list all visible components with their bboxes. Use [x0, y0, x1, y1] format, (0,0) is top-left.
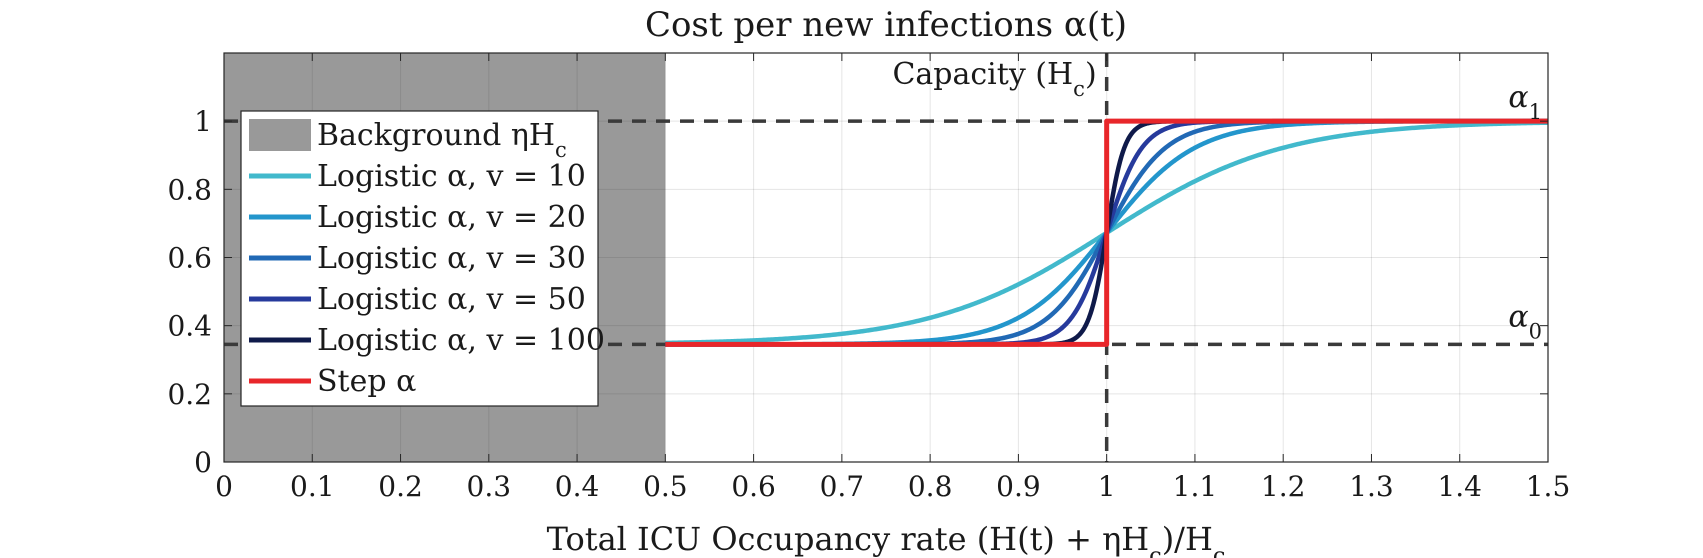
x-axis-label: Total ICU Occupancy rate (H(t) + ηHc)/Hc	[547, 520, 1226, 558]
x-tick-label: 1.2	[1261, 470, 1306, 503]
legend-label: Logistic α, v = 100	[317, 323, 605, 358]
legend-swatch-background	[249, 119, 311, 151]
x-tick-label: 1	[1098, 470, 1116, 503]
y-tick-label: 1	[194, 105, 212, 138]
legend-label: Logistic α, v = 20	[317, 200, 586, 235]
x-tick-label: 0.4	[555, 470, 600, 503]
x-tick-label: 1.3	[1349, 470, 1394, 503]
alpha1-label: α1	[1508, 80, 1542, 124]
x-tick-label: 0.7	[820, 470, 865, 503]
y-tick-label: 0	[194, 446, 212, 479]
x-tick-label: 0.3	[467, 470, 512, 503]
x-tick-label: 1.1	[1173, 470, 1218, 503]
x-tick-label: 1.4	[1437, 470, 1482, 503]
legend-label: Step α	[317, 364, 416, 399]
legend-label: Logistic α, v = 30	[317, 241, 586, 276]
alpha0-label: α0	[1508, 299, 1542, 343]
y-tick-label: 0.6	[167, 242, 212, 275]
y-tick-label: 0.8	[167, 173, 212, 206]
x-tick-label: 0	[215, 470, 233, 503]
chart-title: Cost per new infections α(t)	[645, 5, 1127, 45]
series-line-6	[665, 118, 1548, 347]
x-tick-label: 0.5	[643, 470, 688, 503]
series-group	[664, 118, 1549, 347]
y-tick-label: 0.4	[167, 310, 212, 343]
x-tick-label: 0.1	[290, 470, 335, 503]
legend-label: Logistic α, v = 10	[317, 159, 586, 194]
x-tick-label: 0.9	[996, 470, 1041, 503]
x-tick-label: 0.2	[378, 470, 423, 503]
legend-label: Logistic α, v = 50	[317, 282, 586, 317]
x-tick-label: 1.5	[1526, 470, 1571, 503]
legend-label: Background ηHc	[317, 118, 567, 162]
x-tick-label: 0.8	[908, 470, 953, 503]
ticks: 0 0.1 0.2 0.3 0.4 0.5 0.6 0.7 0.8 0.9 1 1.1 1.2 1.3 1.…	[167, 53, 1570, 503]
y-tick-label: 0.2	[167, 378, 212, 411]
capacity-label: Capacity (Hc)	[892, 57, 1096, 101]
x-tick-label: 0.6	[731, 470, 776, 503]
